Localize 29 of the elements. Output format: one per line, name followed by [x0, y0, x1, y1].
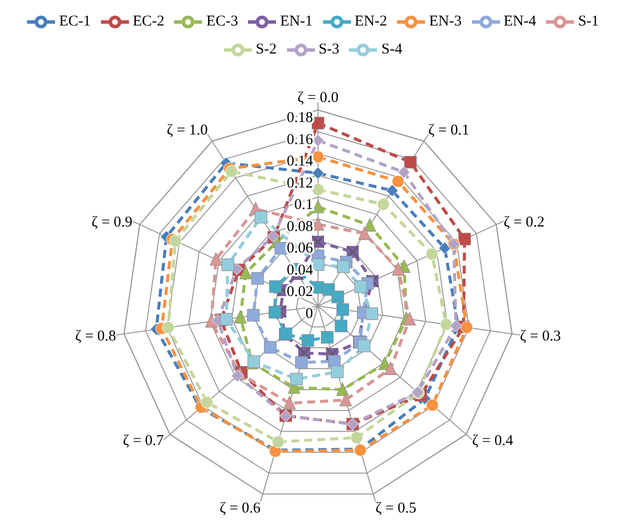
y-tick-label: 0	[306, 306, 313, 322]
legend-label: S-4	[381, 41, 402, 58]
legend-label: EN-2	[354, 13, 388, 30]
legend-label: EC-1	[59, 13, 91, 30]
spoke-label: ζ = 0.7	[122, 432, 164, 449]
y-tick-label: 0.08	[286, 218, 313, 235]
spoke-label: ζ = 0.6	[220, 500, 262, 516]
spoke-label: ζ = 0.4	[472, 432, 514, 449]
legend-label: EN-4	[504, 13, 536, 30]
legend-label: S-1	[578, 13, 599, 30]
spoke-label: ζ = 1.0	[166, 122, 208, 138]
legend-label: EC-3	[206, 13, 238, 30]
y-tick-label: 0.06	[286, 240, 314, 257]
spoke-label: ζ = 0.3	[520, 328, 561, 344]
spoke-label: ζ = 0.9	[92, 214, 132, 231]
y-tick-label: 0.16	[286, 132, 314, 148]
legend-label: S-3	[318, 41, 340, 58]
spoke-label: ζ = 0.2	[504, 214, 544, 231]
y-tick-label: 0.18	[286, 110, 313, 126]
y-tick-label: 0.1	[294, 197, 313, 214]
spoke-label: ζ = 0.8	[75, 328, 116, 344]
spoke-label: ζ = 0.5	[375, 500, 416, 516]
legend-label: EN-3	[429, 13, 462, 30]
spoke-label: ζ = 0.0	[298, 90, 338, 106]
spoke-label: ζ = 0.1	[428, 122, 470, 138]
y-tick-label: 0.12	[286, 175, 313, 192]
legend-label: EN-1	[280, 13, 313, 30]
legend-label: S-2	[256, 41, 277, 58]
legend-label: EC-2	[132, 13, 164, 30]
